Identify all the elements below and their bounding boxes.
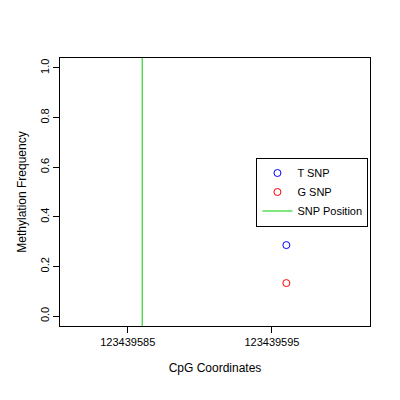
- svg-text:123439585: 123439585: [100, 336, 155, 348]
- svg-text:G SNP: G SNP: [297, 186, 331, 198]
- svg-text:T SNP: T SNP: [297, 167, 329, 179]
- svg-text:0.4: 0.4: [39, 208, 51, 223]
- svg-text:Methylation Frequency: Methylation Frequency: [15, 131, 29, 252]
- svg-text:0.8: 0.8: [39, 108, 51, 123]
- svg-text:1.0: 1.0: [39, 59, 51, 74]
- svg-text:0.6: 0.6: [39, 158, 51, 173]
- svg-text:0.0: 0.0: [39, 307, 51, 322]
- svg-text:CpG Coordinates: CpG Coordinates: [169, 361, 262, 375]
- svg-text:0.2: 0.2: [39, 257, 51, 272]
- svg-text:SNP Position: SNP Position: [297, 205, 362, 217]
- svg-text:123439595: 123439595: [244, 336, 299, 348]
